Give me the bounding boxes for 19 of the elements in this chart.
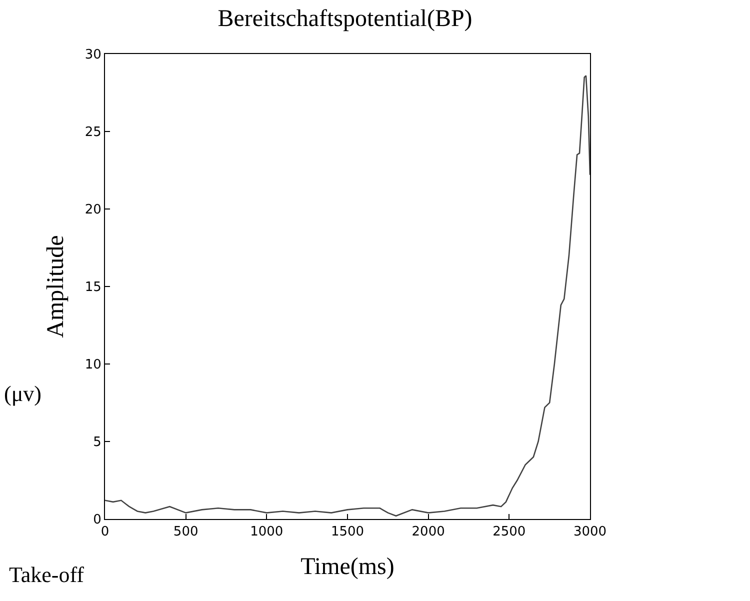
y-tick-label: 30 bbox=[84, 48, 102, 63]
y-tick-label: 15 bbox=[84, 280, 102, 296]
y-tick-label: 0 bbox=[93, 512, 102, 528]
y-axis-title: Amplitude bbox=[42, 235, 69, 338]
x-tick-label: 1500 bbox=[330, 524, 364, 540]
x-tick-label: 500 bbox=[173, 524, 198, 540]
x-tick-label: 2500 bbox=[492, 524, 526, 540]
y-tick-label: 10 bbox=[84, 358, 102, 373]
chart-title: Bereitschaftspotential(BP) bbox=[218, 6, 472, 32]
x-tick-label: 1000 bbox=[250, 524, 284, 540]
y-tick-label: 5 bbox=[93, 435, 102, 450]
y-tick-label: 25 bbox=[84, 125, 102, 140]
x-axis-title: Time(ms) bbox=[300, 554, 394, 580]
x-tick-label: 3000 bbox=[573, 524, 607, 540]
text: (μv) bbox=[4, 381, 42, 406]
text: Take-off bbox=[9, 562, 85, 587]
y-tick-label: 20 bbox=[84, 202, 102, 218]
x-tick-label: 2000 bbox=[412, 524, 445, 540]
line-series bbox=[105, 75, 590, 517]
